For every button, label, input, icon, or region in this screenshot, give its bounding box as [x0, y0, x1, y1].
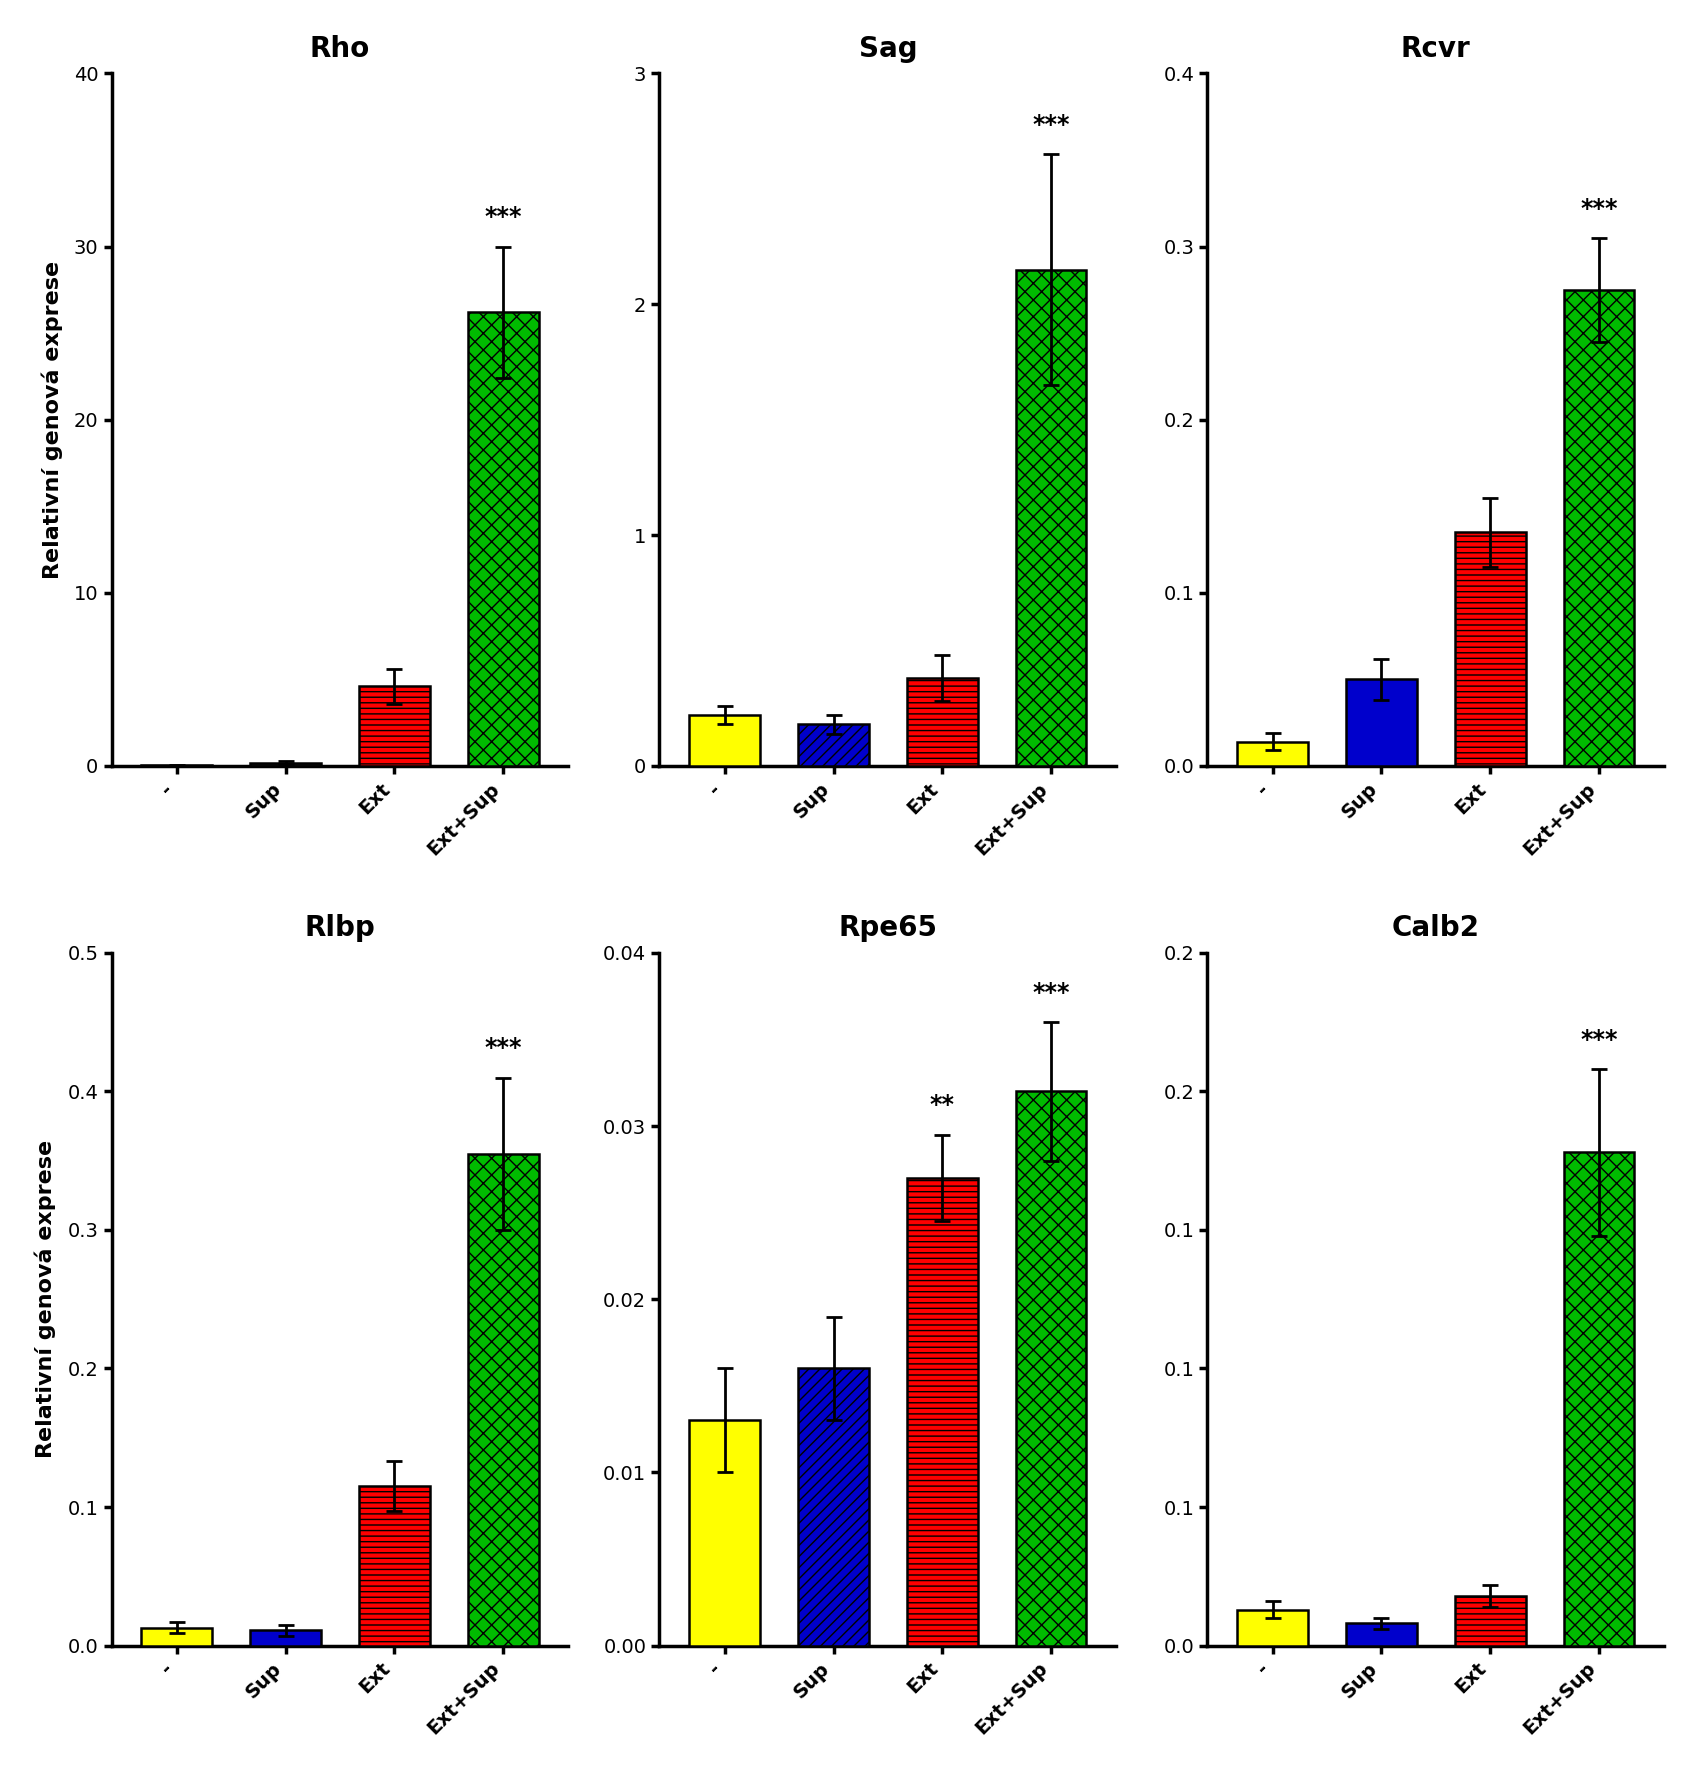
- Text: **: **: [929, 1094, 954, 1117]
- Bar: [1453, 1596, 1525, 1645]
- Title: Rlbp: Rlbp: [304, 915, 375, 941]
- Bar: [1015, 1092, 1085, 1645]
- Bar: [798, 1369, 868, 1645]
- Bar: [250, 1631, 321, 1645]
- Bar: [1562, 289, 1633, 766]
- Bar: [358, 1486, 430, 1645]
- Text: ***: ***: [1579, 197, 1616, 220]
- Bar: [1345, 1624, 1416, 1645]
- Text: ***: ***: [484, 1035, 521, 1060]
- Bar: [689, 1420, 759, 1645]
- Text: ***: ***: [484, 206, 521, 229]
- Title: Calb2: Calb2: [1391, 915, 1479, 941]
- Bar: [907, 679, 976, 766]
- Bar: [1562, 1152, 1633, 1645]
- Text: ***: ***: [1032, 980, 1070, 1005]
- Bar: [141, 1628, 212, 1645]
- Bar: [1236, 1610, 1307, 1645]
- Title: Rcvr: Rcvr: [1401, 35, 1470, 62]
- Bar: [1453, 532, 1525, 766]
- Title: Rho: Rho: [309, 35, 370, 62]
- Bar: [907, 1177, 976, 1645]
- Bar: [358, 686, 430, 766]
- Bar: [250, 762, 321, 766]
- Title: Sag: Sag: [857, 35, 917, 62]
- Title: Rpe65: Rpe65: [837, 915, 937, 941]
- Text: ***: ***: [1579, 1028, 1616, 1051]
- Text: ***: ***: [1032, 113, 1070, 137]
- Bar: [798, 725, 868, 766]
- Bar: [1345, 679, 1416, 766]
- Bar: [467, 312, 538, 766]
- Bar: [1015, 269, 1085, 766]
- Y-axis label: Relativní genová exprese: Relativní genová exprese: [34, 1140, 56, 1459]
- Bar: [689, 715, 759, 766]
- Y-axis label: Relativní genová exprese: Relativní genová exprese: [41, 261, 63, 578]
- Bar: [1236, 741, 1307, 766]
- Bar: [467, 1154, 538, 1645]
